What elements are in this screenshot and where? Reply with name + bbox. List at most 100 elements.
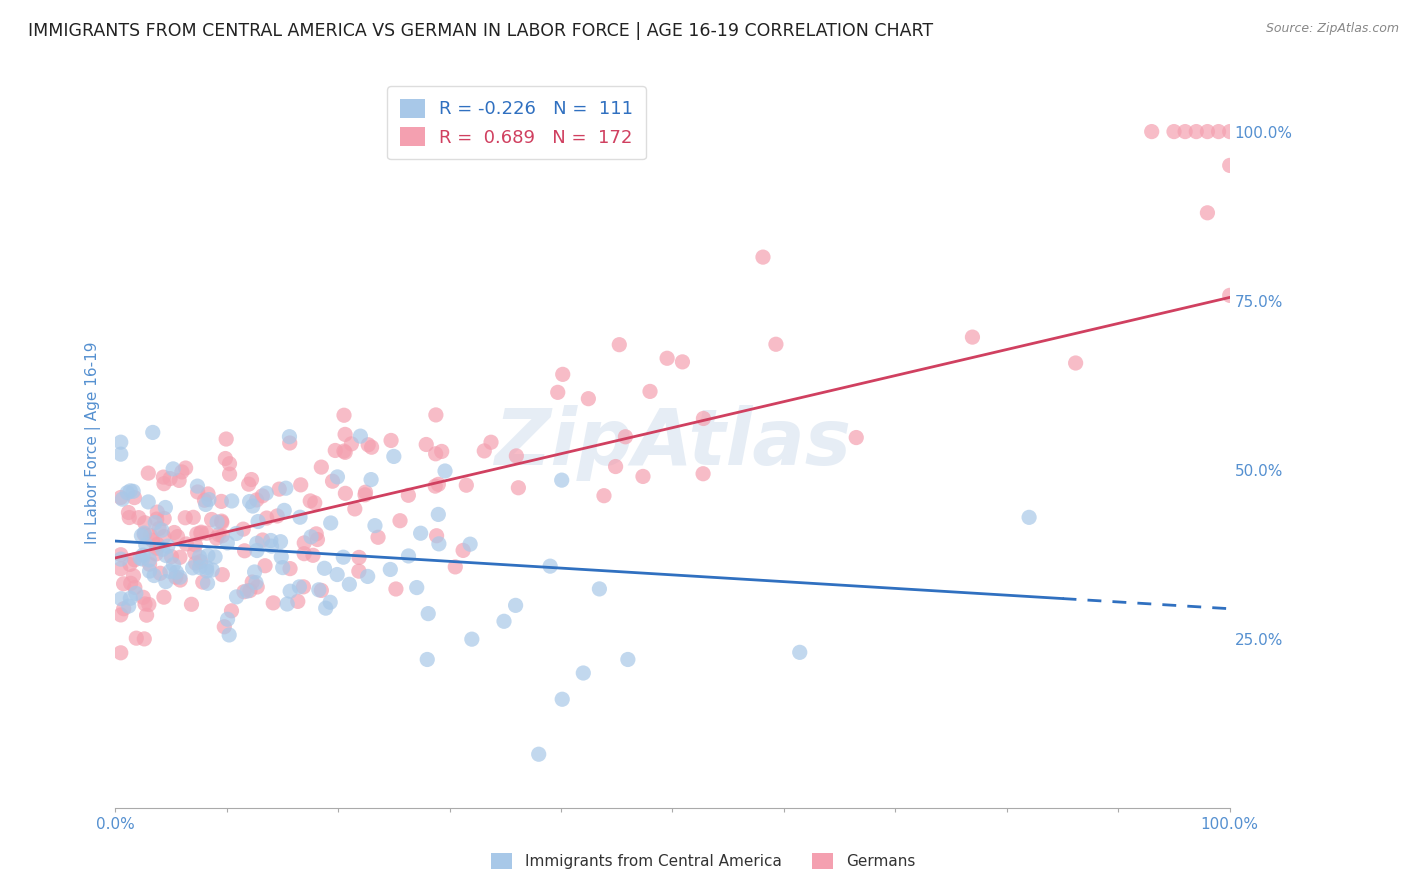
Point	[290, 478, 312, 492]
Point	[266, 508, 288, 523]
Point	[198, 492, 221, 507]
Point	[194, 498, 217, 512]
Point	[136, 466, 159, 480]
Point	[752, 250, 775, 264]
Point	[155, 500, 177, 515]
Point	[427, 508, 450, 522]
Point	[380, 562, 402, 576]
Point	[425, 479, 447, 493]
Point	[326, 567, 349, 582]
Point	[292, 536, 315, 550]
Point	[340, 437, 363, 451]
Point	[427, 537, 450, 551]
Point	[139, 528, 162, 542]
Legend: Immigrants from Central America, Germans: Immigrants from Central America, Germans	[485, 847, 921, 875]
Point	[233, 543, 256, 558]
Point	[304, 496, 326, 510]
Point	[617, 652, 640, 666]
Point	[167, 474, 190, 488]
Point	[117, 485, 139, 500]
Point	[1219, 288, 1241, 302]
Point	[322, 474, 344, 488]
Point	[160, 549, 183, 564]
Point	[315, 601, 337, 615]
Point	[430, 444, 453, 458]
Point	[132, 591, 155, 605]
Point	[416, 652, 439, 666]
Point	[110, 607, 132, 622]
Point	[631, 469, 654, 483]
Point	[1197, 125, 1219, 139]
Point	[292, 580, 315, 594]
Point	[205, 515, 228, 529]
Point	[247, 515, 270, 529]
Point	[418, 607, 440, 621]
Point	[1018, 510, 1040, 524]
Point	[197, 487, 219, 501]
Point	[197, 549, 219, 563]
Point	[396, 488, 419, 502]
Point	[131, 528, 153, 542]
Point	[288, 510, 311, 524]
Point	[461, 632, 484, 647]
Point	[195, 560, 218, 574]
Point	[110, 562, 132, 576]
Point	[458, 537, 481, 551]
Point	[692, 467, 714, 481]
Point	[138, 598, 160, 612]
Point	[425, 447, 447, 461]
Point	[124, 553, 146, 567]
Point	[169, 573, 191, 587]
Point	[273, 503, 295, 517]
Point	[221, 494, 243, 508]
Point	[186, 479, 208, 493]
Point	[211, 514, 233, 528]
Point	[262, 596, 284, 610]
Point	[170, 465, 193, 479]
Point	[246, 536, 269, 550]
Legend: R = -0.226   N =  111, R =  0.689   N =  172: R = -0.226 N = 111, R = 0.689 N = 172	[387, 87, 645, 160]
Point	[354, 485, 377, 500]
Point	[120, 576, 142, 591]
Point	[354, 488, 377, 502]
Point	[162, 462, 184, 476]
Point	[153, 530, 176, 544]
Point	[125, 631, 148, 645]
Point	[145, 541, 167, 556]
Point	[208, 527, 231, 541]
Point	[181, 561, 204, 575]
Point	[163, 525, 186, 540]
Point	[110, 591, 132, 606]
Point	[1208, 125, 1230, 139]
Point	[214, 620, 236, 634]
Point	[444, 560, 467, 574]
Point	[159, 565, 181, 579]
Point	[1163, 125, 1185, 139]
Point	[195, 564, 218, 578]
Point	[190, 526, 212, 541]
Point	[246, 543, 269, 558]
Point	[131, 552, 153, 566]
Point	[239, 583, 262, 598]
Point	[278, 436, 301, 450]
Point	[367, 530, 389, 544]
Point	[426, 529, 449, 543]
Point	[337, 577, 360, 591]
Point	[1219, 125, 1241, 139]
Point	[169, 550, 191, 565]
Text: ZipAtlas: ZipAtlas	[494, 405, 851, 481]
Point	[134, 632, 156, 646]
Point	[692, 411, 714, 425]
Point	[142, 425, 165, 440]
Point	[547, 385, 569, 400]
Point	[326, 470, 349, 484]
Point	[360, 473, 382, 487]
Point	[152, 470, 174, 484]
Point	[333, 445, 356, 459]
Point	[385, 582, 408, 596]
Point	[236, 584, 259, 599]
Point	[110, 548, 132, 562]
Point	[153, 590, 176, 604]
Point	[349, 429, 371, 443]
Point	[120, 591, 142, 606]
